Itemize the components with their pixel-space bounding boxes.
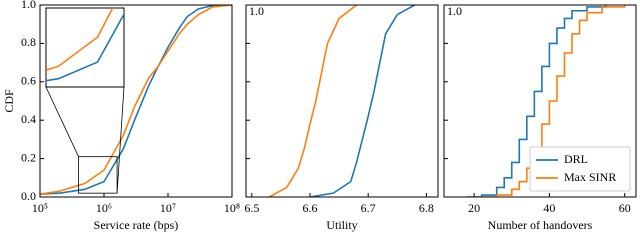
zoom-connector — [116, 86, 125, 194]
legend-box — [529, 146, 631, 192]
x-tick-label: 6.8 — [419, 201, 434, 215]
inset-frame — [45, 7, 125, 88]
y-tick-label: 0.2 — [21, 150, 36, 164]
legend-label: DRL — [564, 152, 588, 166]
cdf-line — [40, 5, 232, 195]
cdf-line — [40, 5, 232, 195]
plot-frame — [39, 4, 233, 198]
y-tick-label: 0.8 — [21, 35, 36, 49]
x-axis-label: Utility — [326, 218, 357, 232]
zoom-connector — [45, 86, 79, 157]
x-tick-label: 10⁶ — [96, 201, 112, 215]
cdf-line — [309, 5, 416, 197]
inset-line — [46, 8, 114, 72]
x-tick-label: 10⁸ — [224, 201, 240, 215]
x-tick-label: 60 — [619, 201, 631, 215]
legend-label: Max SINR — [564, 170, 616, 184]
y-axis-label: CDF — [2, 89, 16, 113]
y-tick-label: 0.6 — [21, 74, 36, 88]
y-tick-label: 1.0 — [447, 4, 462, 18]
x-axis-label: Service rate (bps) — [94, 218, 179, 232]
x-tick-label: 10⁵ — [32, 201, 48, 215]
y-tick-label: 1.0 — [21, 0, 36, 11]
x-tick-label: 20 — [468, 201, 480, 215]
x-axis-label: Number of handovers — [488, 218, 593, 232]
y-tick-label: 0.4 — [21, 112, 36, 126]
cdf-line — [481, 5, 626, 197]
y-tick-label: 1.0 — [249, 4, 264, 18]
plot-frame — [443, 4, 637, 198]
x-tick-label: 6.5 — [244, 201, 259, 215]
cdf-line — [268, 5, 358, 197]
zoom-box — [78, 156, 118, 194]
x-tick-label: 40 — [543, 201, 555, 215]
plot-frame — [245, 4, 439, 198]
x-tick-label: 6.7 — [361, 201, 376, 215]
x-tick-label: 6.6 — [303, 201, 318, 215]
x-tick-label: 10⁷ — [160, 201, 176, 215]
y-tick-label: 0.0 — [21, 189, 36, 203]
inset-line — [46, 12, 124, 82]
cdf-line — [466, 5, 607, 197]
